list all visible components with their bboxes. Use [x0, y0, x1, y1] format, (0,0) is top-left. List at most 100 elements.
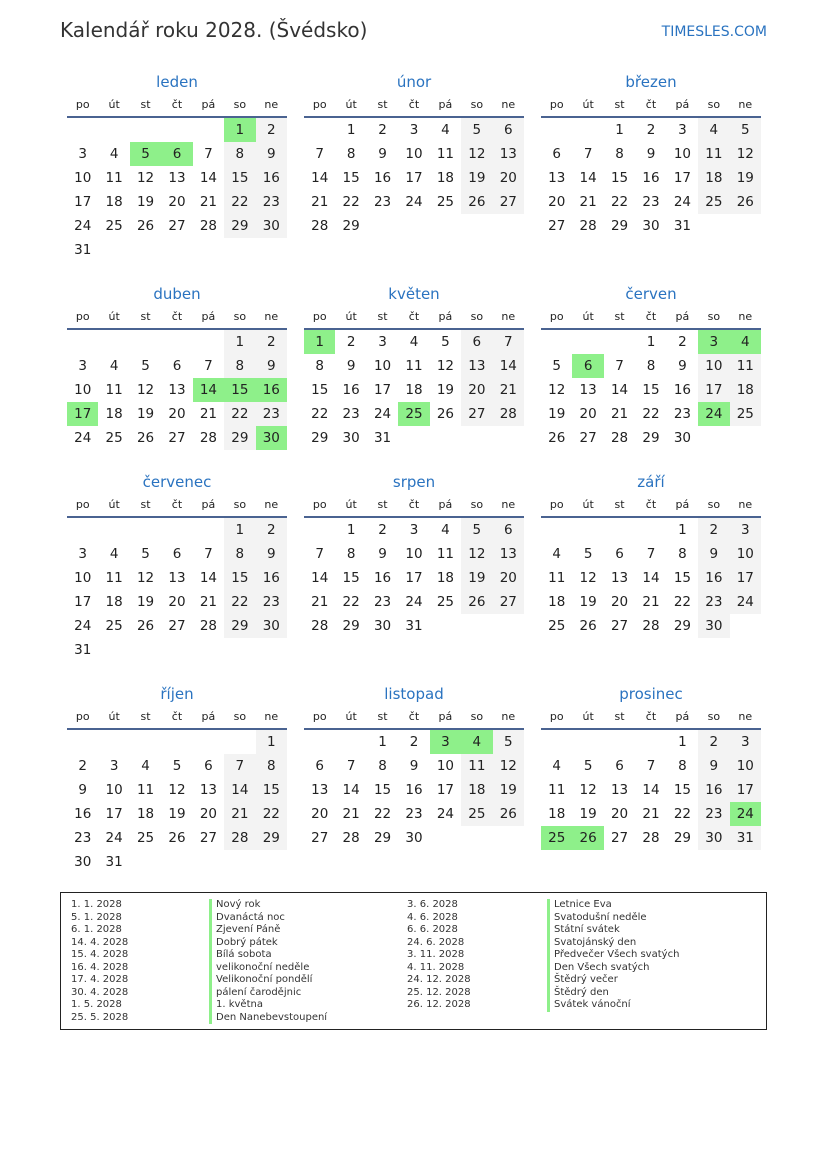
- day-cell: 6: [492, 118, 524, 142]
- legend-holiday-name: Dobrý pátek: [209, 936, 327, 949]
- day-cell: 2: [255, 518, 287, 542]
- month-name: červenec: [142, 473, 212, 491]
- day-cell: 28: [342, 830, 360, 846]
- day-cell: 12: [436, 358, 455, 374]
- weekday-label: ne: [738, 98, 753, 111]
- day-cell: 21: [610, 406, 629, 422]
- day-grid: 1 2 3 4 5 6 7 8 9 10 11 12 13 14 15 16 17 18 19 20 21 22 23 24 2…: [541, 730, 761, 850]
- day-cell: 2: [255, 330, 287, 354]
- day-cell: 15: [224, 566, 256, 590]
- day-cell: 17: [698, 378, 730, 402]
- day-cell: 4: [109, 146, 119, 162]
- legend-dates-2: 3. 6. 2028 4. 6. 2028 6. 6. 2028 24. 6. 202…: [407, 899, 471, 1012]
- day-cell: 5: [141, 358, 150, 374]
- day-cell: 18: [105, 406, 123, 422]
- holiday-day-cell: 6: [161, 142, 193, 166]
- weekday-label: so: [470, 498, 484, 511]
- day-cell: 2: [255, 118, 287, 142]
- legend-date: 15. 4. 2028: [71, 949, 129, 960]
- day-cell: 29: [673, 618, 692, 634]
- day-cell: 6: [492, 518, 524, 542]
- day-cell: 14: [492, 354, 524, 378]
- day-cell: 8: [346, 546, 356, 562]
- day-cell: 18: [436, 170, 455, 186]
- weekday-label: po: [75, 310, 90, 323]
- day-cell: 23: [373, 594, 392, 610]
- day-cell: 19: [136, 594, 155, 610]
- holiday-day-cell: 26: [572, 826, 604, 850]
- day-cell: 14: [642, 782, 660, 798]
- day-cell: 30: [405, 830, 423, 846]
- legend-holiday-name: pálení čarodějnic: [209, 986, 327, 999]
- weekday-label: st: [614, 710, 625, 723]
- day-cell: 24: [74, 618, 92, 634]
- legend-holiday-name: Dvanáctá noc: [209, 911, 327, 924]
- brand-link[interactable]: TIMESLES.COM: [661, 24, 767, 40]
- legend-holiday-name: Štědrý den: [547, 986, 679, 999]
- day-cell: 12: [461, 542, 493, 566]
- empty-cell: [98, 730, 129, 754]
- day-cell: 21: [492, 378, 524, 402]
- day-cell: 7: [615, 358, 624, 374]
- day-cell: 21: [579, 194, 597, 210]
- day-cell: 11: [698, 142, 730, 166]
- day-cell: 28: [199, 618, 218, 634]
- day-cell: 16: [642, 170, 660, 186]
- day-cell: 22: [342, 194, 360, 210]
- day-cell: 7: [346, 758, 356, 774]
- day-cell: 15: [311, 382, 329, 398]
- day-cell: 13: [610, 782, 629, 798]
- empty-cell: [541, 330, 572, 354]
- day-cell: 24: [74, 218, 92, 234]
- weekday-label: pá: [675, 98, 690, 111]
- legend-holiday-name: Den Všech svatých: [547, 961, 679, 974]
- day-cell: 6: [615, 758, 624, 774]
- legend-holiday-name: Svatodušní neděle: [547, 911, 679, 924]
- day-cell: 15: [342, 570, 360, 586]
- holiday-day-cell: 1: [224, 118, 256, 142]
- legend-date: 6. 1. 2028: [71, 924, 122, 935]
- legend-holiday-name: velikonoční neděle: [209, 961, 327, 974]
- day-cell: 20: [168, 594, 186, 610]
- day-cell: 27: [548, 218, 566, 234]
- month-name: září: [637, 473, 665, 491]
- day-cell: 4: [141, 758, 150, 774]
- day-cell: 23: [342, 406, 360, 422]
- weekday-label: st: [377, 710, 388, 723]
- day-cell: 16: [673, 382, 692, 398]
- month-5: květen po út st čt pá so ne 1 2 3 4 5 6 7 8 9 10 11 12 13 14 1…: [304, 282, 524, 450]
- day-cell: 15: [642, 382, 660, 398]
- month-name: únor: [396, 73, 432, 91]
- day-cell: 14: [224, 778, 256, 802]
- legend-holiday-name: Letnice Eva: [547, 899, 679, 912]
- weekday-label: po: [312, 98, 327, 111]
- weekday-label: po: [312, 498, 327, 511]
- weekday-header: po út st čt pá so ne: [304, 306, 524, 330]
- day-cell: 23: [673, 406, 692, 422]
- day-cell: 19: [729, 166, 761, 190]
- day-cell: 28: [224, 826, 256, 850]
- weekday-label: čt: [171, 98, 183, 111]
- holiday-day-cell: 15: [224, 378, 256, 402]
- day-cell: 7: [315, 546, 324, 562]
- day-cell: 11: [436, 146, 455, 162]
- day-cell: 22: [373, 806, 392, 822]
- holiday-day-cell: 1: [304, 330, 336, 354]
- day-cell: 20: [610, 806, 629, 822]
- month-row: duben po út st čt pá so ne 1 2 3 4 5 6 7 8 9 10 11 12 13 14 15…: [67, 282, 761, 450]
- day-cell: 23: [698, 590, 730, 614]
- day-cell: 7: [492, 330, 524, 354]
- holiday-day-cell: 24: [698, 402, 730, 426]
- weekday-label: st: [140, 710, 151, 723]
- day-cell: 19: [168, 806, 186, 822]
- day-cell: 12: [729, 142, 761, 166]
- day-cell: 10: [405, 146, 423, 162]
- day-cell: 29: [255, 826, 287, 850]
- day-cell: 28: [642, 618, 660, 634]
- empty-cell: [161, 118, 192, 142]
- day-cell: 3: [78, 546, 87, 562]
- day-cell: 5: [461, 518, 493, 542]
- day-cell: 8: [315, 358, 324, 374]
- weekday-label: po: [549, 310, 564, 323]
- holiday-day-cell: 6: [572, 354, 604, 378]
